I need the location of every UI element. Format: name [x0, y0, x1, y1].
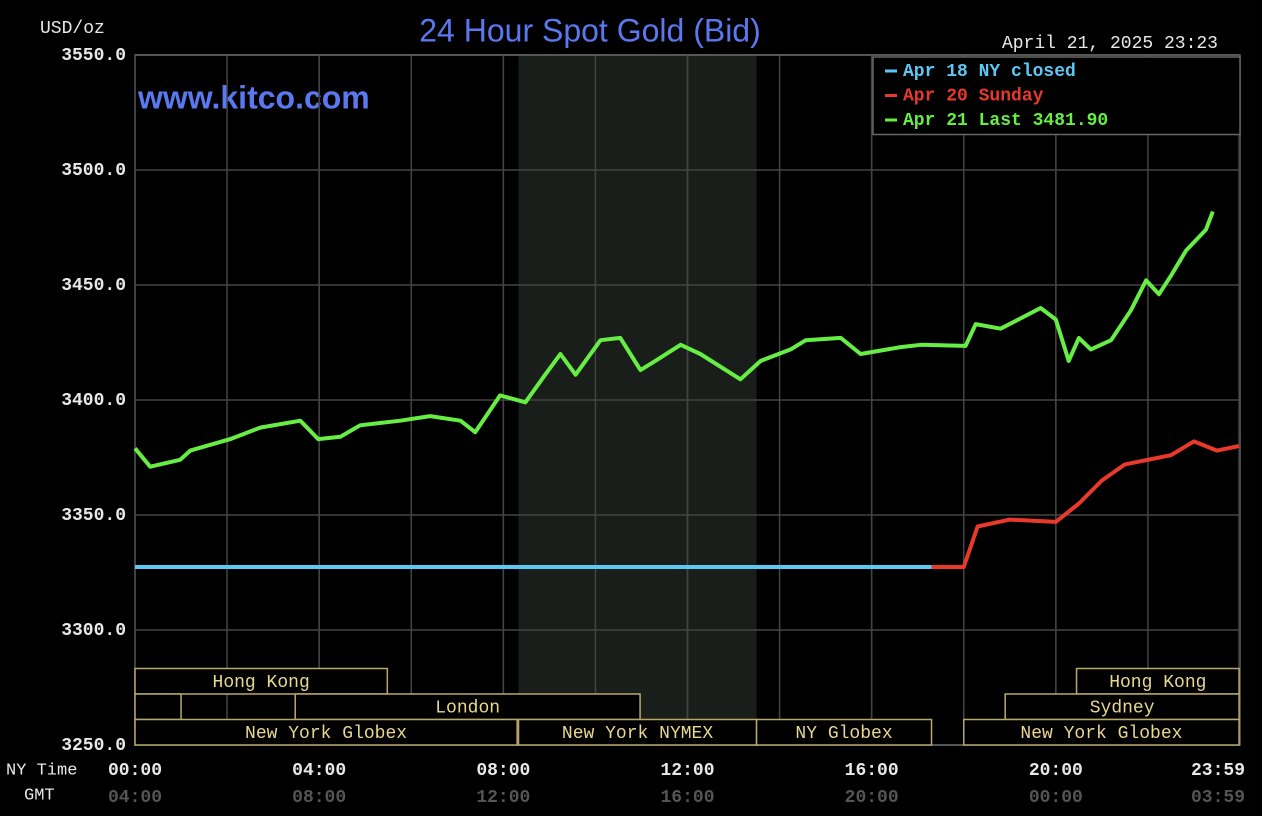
y-tick-label: 3550.0 — [61, 46, 126, 66]
x-tick-label: 20:00 — [1029, 761, 1083, 781]
series-line — [931, 439, 1240, 569]
session-box — [134, 667, 389, 695]
session-label: New York Globex — [245, 724, 407, 744]
x2-tick-label: 03:59 — [1191, 788, 1245, 808]
x-tick-label: 12:00 — [660, 761, 714, 781]
x2-tick-label: 20:00 — [845, 788, 899, 808]
session-label: New York Globex — [1020, 724, 1182, 744]
session-box — [517, 718, 758, 746]
y-tick-label: 3350.0 — [61, 506, 126, 526]
y-tick-label: 3250.0 — [61, 736, 126, 756]
session-box — [294, 693, 641, 721]
x2-tick-label: 16:00 — [660, 788, 714, 808]
series-line — [133, 210, 1215, 469]
watermark: www.kitco.com — [137, 79, 370, 115]
chart-title: 24 Hour Spot Gold (Bid) — [419, 12, 761, 48]
y-tick-label: 3500.0 — [61, 161, 126, 181]
legend-label: Apr 21 Last 3481.90 — [903, 111, 1108, 131]
legend-box — [872, 56, 1241, 136]
y-tick-label: 3400.0 — [61, 391, 126, 411]
legend-label: Apr 18 NY closed — [903, 62, 1076, 82]
session-label: London — [435, 699, 500, 719]
x2-tick-label: 00:00 — [1029, 788, 1083, 808]
x2-axis-label: GMT — [24, 786, 55, 805]
timestamp: April 21, 2025 23:23 — [1002, 34, 1218, 54]
session-box — [134, 718, 518, 746]
session-label: New York NYMEX — [562, 724, 713, 744]
x2-tick-label: 08:00 — [292, 788, 346, 808]
x-tick-label: 04:00 — [292, 761, 346, 781]
session-box — [963, 718, 1240, 746]
x2-tick-label: 12:00 — [476, 788, 530, 808]
session-label: Hong Kong — [213, 673, 310, 693]
session-label: NY Globex — [795, 724, 892, 744]
x-axis-label: NY Time — [6, 761, 77, 780]
session-box — [755, 718, 933, 746]
session-box — [134, 693, 182, 721]
x-tick-label: 00:00 — [108, 761, 162, 781]
x2-tick-label: 04:00 — [108, 788, 162, 808]
x-tick-label: 08:00 — [476, 761, 530, 781]
y-axis-label: USD/oz — [40, 19, 105, 39]
session-label: Hong Kong — [1109, 673, 1206, 693]
x-tick-label: 16:00 — [845, 761, 899, 781]
legend-label: Apr 20 Sunday — [903, 86, 1044, 106]
y-tick-label: 3300.0 — [61, 621, 126, 641]
x-tick-label: 23:59 — [1191, 761, 1245, 781]
y-tick-label: 3450.0 — [61, 276, 126, 296]
session-label: Sydney — [1090, 699, 1155, 719]
